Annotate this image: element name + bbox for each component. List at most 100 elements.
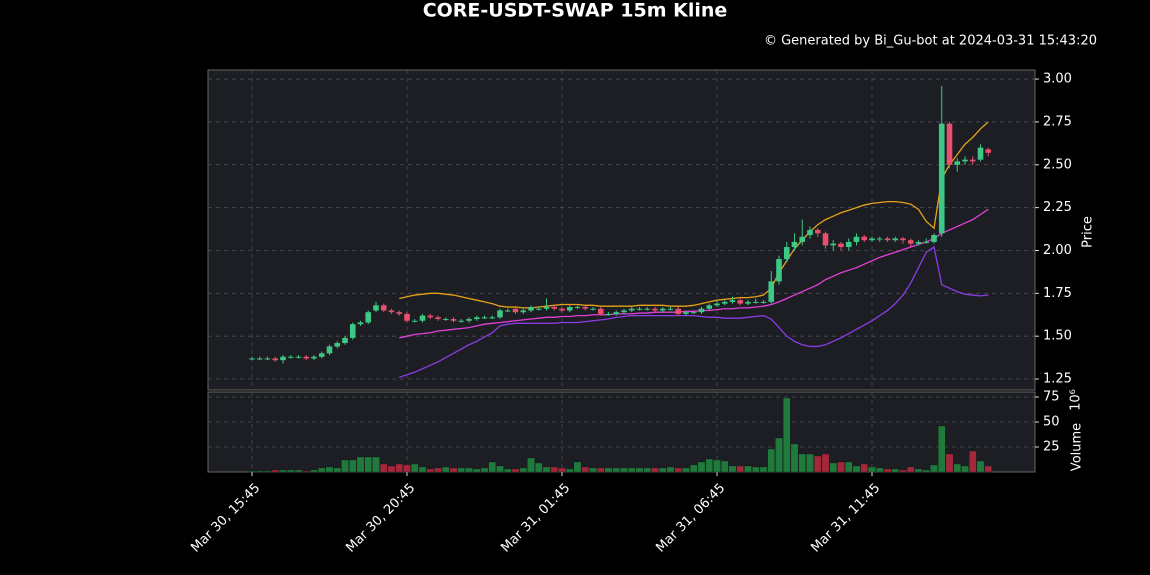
- volume-bar: [806, 453, 814, 473]
- volume-bar: [465, 467, 473, 473]
- volume-bar: [503, 468, 512, 473]
- candle-body: [675, 308, 682, 314]
- volume-bar: [387, 465, 396, 473]
- band-line: [399, 121, 989, 309]
- volume-bar: [341, 459, 349, 473]
- volume-bar: [945, 453, 954, 473]
- volume-axis-label: Volume: [1070, 423, 1085, 471]
- y-tick-label: 25: [1043, 440, 1060, 455]
- candle-body: [528, 307, 534, 311]
- candle-body: [334, 343, 341, 347]
- candle-body: [931, 235, 937, 242]
- candle-body: [613, 312, 620, 314]
- candle-body: [900, 238, 906, 241]
- candle-body: [597, 308, 604, 314]
- volume-bar: [558, 467, 566, 473]
- candle-body: [404, 313, 410, 321]
- volume-bar: [705, 458, 714, 473]
- volume-bar: [659, 467, 667, 473]
- candle-body: [342, 337, 348, 344]
- candle-body: [256, 358, 263, 360]
- volume-bar: [333, 467, 341, 473]
- volume-bar: [961, 465, 969, 473]
- volume-bar: [356, 456, 365, 473]
- candle-body: [590, 308, 596, 310]
- candle-body: [311, 356, 317, 359]
- candle-body: [458, 320, 465, 322]
- volume-bar: [876, 467, 884, 473]
- volume-bar: [573, 461, 582, 473]
- volume-offset-label: 10⁶: [1069, 389, 1084, 411]
- volume-bar: [472, 468, 481, 473]
- volume-bar: [535, 462, 543, 473]
- candle-body: [845, 241, 852, 248]
- y-tick-label: 2.00: [1043, 243, 1072, 258]
- candle-body: [318, 353, 325, 357]
- volume-bar: [744, 465, 752, 473]
- volume-bar: [651, 467, 659, 473]
- candle-body: [760, 301, 767, 303]
- candle-body: [543, 307, 550, 309]
- volume-bar: [604, 467, 613, 473]
- candle-body: [574, 307, 581, 309]
- volume-bar: [899, 469, 907, 473]
- volume-bar: [426, 468, 434, 473]
- volume-bar: [496, 465, 504, 473]
- volume-bar: [829, 462, 838, 473]
- candle-body: [667, 308, 674, 310]
- candle-body: [969, 159, 976, 162]
- candle-body: [714, 303, 720, 306]
- volume-bar: [628, 467, 636, 473]
- candle-body: [365, 312, 372, 323]
- volume-bar: [697, 461, 706, 473]
- candle-body: [799, 236, 806, 242]
- volume-bar: [814, 455, 822, 473]
- candle-body: [907, 240, 914, 244]
- candle-body: [442, 319, 449, 321]
- volume-bar: [790, 443, 799, 473]
- volume-bar: [930, 464, 938, 473]
- volume-bar: [883, 468, 892, 473]
- candle-body: [473, 317, 480, 320]
- candle-body: [481, 317, 488, 319]
- volume-bar: [566, 468, 574, 473]
- volume-bar: [317, 467, 326, 473]
- volume-bar: [279, 469, 287, 473]
- volume-bar: [891, 468, 900, 473]
- volume-bar: [860, 463, 869, 473]
- volume-bar: [852, 465, 861, 473]
- volume-bar: [263, 470, 272, 473]
- volume-bar: [682, 467, 690, 473]
- volume-bar: [255, 470, 264, 473]
- volume-bar: [674, 467, 683, 473]
- candle-body: [698, 308, 705, 313]
- candle-body: [690, 312, 697, 314]
- volume-bar: [542, 466, 551, 473]
- candle-body: [977, 147, 984, 160]
- volume-bar: [294, 469, 303, 473]
- volume-bar: [759, 466, 768, 473]
- candle-body: [745, 301, 751, 304]
- candle-body: [349, 324, 356, 338]
- candle-body: [497, 310, 503, 318]
- candle-body: [504, 310, 511, 312]
- y-axis-label: Price: [1081, 216, 1096, 248]
- candle-body: [551, 307, 558, 309]
- candle-body: [822, 233, 829, 246]
- candle-body: [923, 241, 930, 243]
- volume-bar: [511, 468, 520, 473]
- candle-body: [450, 319, 457, 321]
- candle-body: [427, 315, 434, 318]
- candle-body: [783, 247, 790, 260]
- candle-body: [419, 315, 426, 321]
- candle-body: [737, 300, 744, 304]
- candle-body: [466, 319, 472, 321]
- candle-body: [752, 301, 759, 303]
- candle-body: [876, 238, 883, 240]
- y-tick-label: 1.75: [1043, 286, 1072, 301]
- volume-bar: [581, 466, 590, 473]
- candle-body: [861, 236, 868, 241]
- candle-body: [892, 238, 899, 241]
- candle-body: [659, 308, 666, 311]
